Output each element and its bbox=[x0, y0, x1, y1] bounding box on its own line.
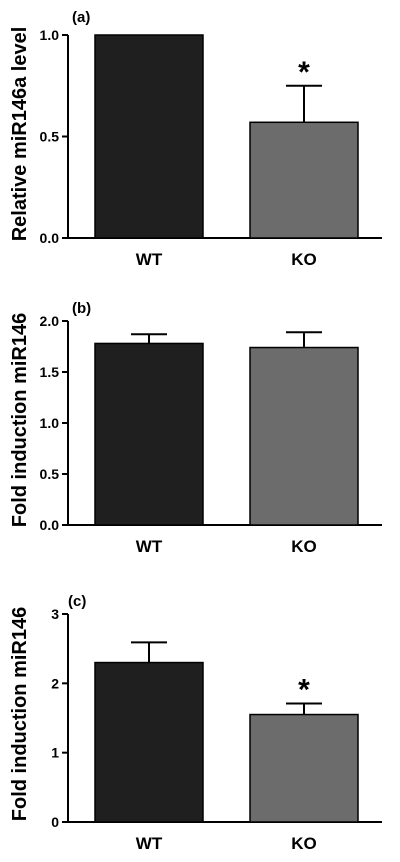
y-axis-label: Relative miR146a level bbox=[9, 27, 31, 242]
x-tick-label: KO bbox=[291, 537, 317, 556]
bar-wt bbox=[94, 661, 204, 823]
panel-c: (c) Fold induction miR146 0 1 2 3 WT KO * bbox=[9, 593, 382, 853]
y-tick-label: 2.0 bbox=[40, 313, 60, 329]
y-tick-label: 1 bbox=[51, 745, 59, 761]
y-tick-label: 2 bbox=[51, 675, 59, 691]
bar-wt bbox=[94, 342, 204, 526]
x-tick-label: KO bbox=[291, 250, 317, 269]
bar-ko bbox=[249, 346, 359, 526]
bar-ko bbox=[249, 713, 359, 823]
significance-marker: * bbox=[298, 673, 310, 706]
x-tick-label: WT bbox=[136, 250, 163, 269]
y-tick-label: 0.5 bbox=[40, 129, 60, 145]
panel-b: (b) Fold induction miR146 0.0 0.5 1.0 1.5 2.… bbox=[9, 300, 382, 556]
y-tick-label: 3 bbox=[51, 606, 59, 622]
significance-marker: * bbox=[298, 56, 310, 89]
x-tick-label: WT bbox=[136, 834, 163, 853]
panel-label: (b) bbox=[72, 300, 91, 317]
y-tick-label: 0.0 bbox=[40, 517, 60, 533]
x-tick-label: KO bbox=[291, 834, 317, 853]
y-tick-label: 0.5 bbox=[40, 466, 60, 482]
plot-area: 0 1 2 3 WT KO * bbox=[51, 606, 382, 853]
bar-ko bbox=[249, 121, 359, 239]
y-axis-label: Fold induction miR146 bbox=[9, 313, 31, 527]
y-tick-label: 1.0 bbox=[40, 27, 60, 43]
panel-label: (a) bbox=[72, 9, 90, 26]
plot-area: 0.0 0.5 1.0 WT KO * bbox=[40, 27, 382, 269]
panel-label: (c) bbox=[68, 593, 86, 610]
plot-area: 0.0 0.5 1.0 1.5 2.0 WT KO bbox=[40, 313, 382, 556]
y-tick-label: 1.5 bbox=[40, 364, 60, 380]
bar-wt bbox=[94, 34, 204, 239]
x-tick-label: WT bbox=[136, 537, 163, 556]
y-tick-label: 0.0 bbox=[40, 230, 60, 246]
y-tick-label: 0 bbox=[51, 814, 59, 830]
y-tick-label: 1.0 bbox=[40, 415, 60, 431]
panel-a: (a) Relative miR146a level 0.0 0.5 1.0 WT KO… bbox=[9, 9, 382, 269]
y-axis-label: Fold induction miR146 bbox=[9, 607, 31, 821]
